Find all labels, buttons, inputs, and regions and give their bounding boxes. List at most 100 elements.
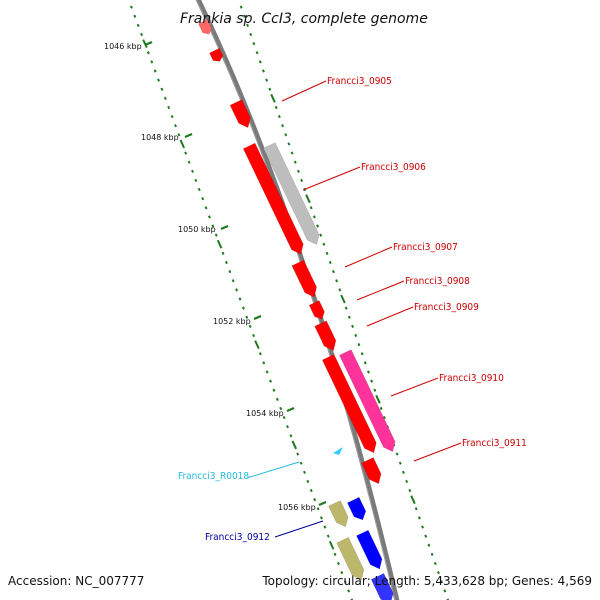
inner-tick: [333, 552, 337, 557]
outer-tick: [395, 452, 399, 456]
kbp-label-1056: 1056 kbp: [278, 503, 316, 512]
outer-tick: [402, 470, 405, 474]
inner-tick: [279, 406, 283, 411]
inner-tick: [245, 315, 249, 319]
inner-tick: [208, 215, 211, 219]
gene-francci3-0904-fragment: [198, 19, 213, 35]
inner-tick: [258, 352, 262, 356]
inner-tick: [224, 260, 228, 265]
outer-tick: [270, 93, 276, 103]
gene-label-francci3-0912[interactable]: Francci3_0912: [205, 532, 270, 543]
rna-francci3-r0018: [333, 447, 343, 455]
inner-tick: [157, 78, 160, 82]
label-leader-line: [281, 80, 327, 102]
outer-tick: [328, 260, 332, 265]
major-tick: [318, 500, 327, 507]
inner-tick: [221, 251, 225, 256]
outer-tick: [262, 69, 265, 73]
inner-tick: [238, 297, 242, 301]
gene-francci3-0906: [242, 142, 304, 255]
inner-tick: [187, 160, 191, 164]
inner-tick: [160, 87, 164, 91]
outer-tick: [427, 543, 431, 547]
inner-tick: [328, 540, 335, 550]
outer-tick: [290, 151, 294, 155]
gene-grey-feature: [262, 142, 320, 246]
outer-tick: [373, 388, 377, 392]
inner-tick: [228, 270, 232, 274]
outer-tick: [246, 23, 249, 27]
major-tick: [220, 224, 229, 231]
gene-label-francci3-r0018[interactable]: Francci3_R0018: [178, 471, 249, 482]
inner-tick: [140, 32, 144, 37]
gene-francci3-0908: [308, 300, 325, 320]
inner-tick: [269, 379, 272, 383]
outer-tick: [258, 60, 262, 64]
gene-arrow: [209, 47, 224, 62]
outer-tick: [242, 14, 246, 18]
outer-tick: [300, 178, 304, 183]
outer-tick: [405, 479, 409, 484]
gene-label-francci3-0907[interactable]: Francci3_0907: [393, 242, 458, 253]
inner-tick: [291, 440, 298, 450]
inner-tick: [306, 479, 310, 484]
outer-tick: [340, 294, 346, 304]
gene-blue-feature-2: [370, 572, 394, 600]
gene-label-francci3-0905[interactable]: Francci3_0905: [327, 76, 392, 87]
gene-blue-feature: [356, 529, 383, 570]
inner-tick: [167, 105, 171, 110]
gene-francci3-0912: [347, 496, 367, 521]
inner-tick: [153, 69, 157, 73]
map-title: Frankia sp. CcI3, complete genome: [180, 11, 428, 27]
outer-tick: [319, 233, 323, 237]
inner-tick: [336, 561, 340, 566]
major-tick: [184, 132, 193, 139]
label-leader-line: [246, 461, 300, 479]
inner-tick: [303, 470, 306, 474]
kbp-label-1050: 1050 kbp: [178, 225, 216, 234]
gene-francci3-0911: [361, 457, 382, 485]
gene-features: [198, 19, 396, 600]
outer-tick: [398, 461, 402, 465]
outer-tick: [410, 495, 416, 505]
gene-label-francci3-0908[interactable]: Francci3_0908: [405, 276, 470, 287]
inner-tick: [286, 425, 289, 429]
kbp-label-1054: 1054 kbp: [246, 409, 284, 418]
outer-tick: [274, 105, 278, 110]
gene-label-francci3-0909[interactable]: Francci3_0909: [414, 302, 479, 313]
inner-tick: [150, 60, 154, 64]
gene-label-francci3-0910[interactable]: Francci3_0910: [439, 373, 504, 384]
inner-tick: [201, 197, 205, 201]
inner-tick: [265, 370, 269, 374]
inner-tick: [231, 279, 235, 283]
outer-tick: [335, 279, 339, 283]
outer-tick: [293, 160, 297, 164]
inner-tick: [197, 187, 201, 192]
label-leader-line: [356, 280, 405, 301]
outer-tick: [344, 306, 348, 310]
gene-label-francci3-0906[interactable]: Francci3_0906: [361, 162, 426, 173]
topology-text: Topology: circular; Length: 5,433,628 bp…: [262, 574, 592, 588]
outer-tick: [360, 352, 364, 356]
inner-tick: [248, 324, 252, 328]
major-tick: [144, 40, 153, 47]
label-leaders: [246, 80, 462, 538]
outer-tick: [354, 333, 358, 338]
outer-tick: [255, 51, 259, 55]
inner-tick: [204, 206, 208, 210]
inner-tick: [289, 434, 293, 438]
inner-tick: [299, 461, 303, 465]
inner-tick: [282, 415, 286, 420]
outer-tick: [312, 215, 316, 219]
inner-tick: [170, 114, 174, 119]
gene-francci3-0909: [314, 320, 337, 351]
tick-tracks: [129, 5, 450, 600]
inner-tick: [309, 488, 313, 493]
gene-label-francci3-0911[interactable]: Francci3_0911: [462, 438, 527, 449]
outer-tick: [379, 406, 383, 411]
outer-tick: [375, 394, 381, 404]
outer-tick: [338, 288, 342, 292]
gene-olive-feature: [328, 500, 349, 528]
inner-tick: [191, 169, 194, 173]
